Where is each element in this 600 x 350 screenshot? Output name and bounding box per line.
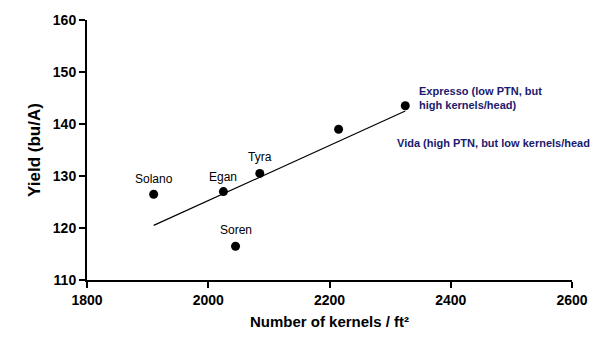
svg-text:Expresso (low PTN, buthigh ker: Expresso (low PTN, buthigh kernels/head) (419, 85, 542, 111)
svg-text:130: 130 (53, 168, 77, 184)
svg-text:Soren: Soren (220, 223, 252, 237)
svg-text:Yield (bu/A): Yield (bu/A) (25, 103, 44, 197)
svg-text:2600: 2600 (556, 292, 587, 308)
svg-text:110: 110 (54, 272, 77, 288)
svg-text:160: 160 (53, 12, 77, 28)
svg-text:2400: 2400 (435, 292, 466, 308)
svg-text:2200: 2200 (314, 292, 345, 308)
svg-text:150: 150 (53, 64, 77, 80)
svg-text:Tyra: Tyra (248, 150, 272, 164)
svg-text:Vida (high PTN, but low kernel: Vida (high PTN, but low kernels/head (397, 137, 590, 149)
svg-text:Number of kernels / ft²: Number of kernels / ft² (250, 313, 409, 330)
svg-text:2000: 2000 (193, 292, 224, 308)
svg-text:140: 140 (53, 116, 77, 132)
svg-text:Solano: Solano (135, 172, 173, 186)
svg-text:Egan: Egan (209, 170, 237, 184)
svg-text:120: 120 (53, 220, 77, 236)
svg-text:1800: 1800 (71, 292, 102, 308)
